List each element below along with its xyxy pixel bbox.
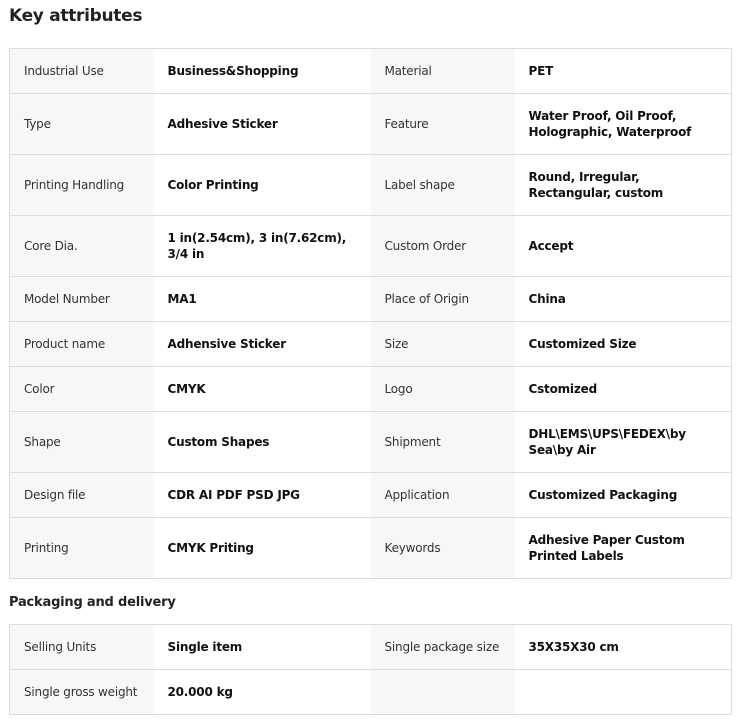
table-row: Type Adhesive Sticker Feature Water Proof, … — [9, 93, 732, 155]
attribute-value: Custom Shapes — [153, 411, 371, 473]
attribute-value: DHL\EMS\UPS\FEDEX\by Sea\by Air — [514, 411, 732, 473]
key-attributes-heading: Key attributes — [9, 6, 143, 26]
attribute-value: Customized Packaging — [514, 472, 732, 518]
attribute-value: Adhesive Paper Custom Printed Labels — [514, 517, 732, 579]
attribute-label: Shipment — [370, 411, 515, 473]
table-row: Design file CDR AI PDF PSD JPG Application… — [9, 472, 732, 518]
attribute-value: CMYK Priting — [153, 517, 371, 579]
attribute-label — [370, 669, 515, 715]
key-attributes-table: Industrial Use Business&Shopping Material P… — [9, 48, 732, 579]
attribute-label: Printing — [9, 517, 154, 579]
table-row: Selling Units Single item Single package s… — [9, 624, 732, 670]
attribute-value: Water Proof, Oil Proof, Holographic, Wat… — [514, 93, 732, 155]
attribute-value: Adhesive Sticker — [153, 93, 371, 155]
attribute-value: 20.000 kg — [153, 669, 371, 715]
attribute-value: CDR AI PDF PSD JPG — [153, 472, 371, 518]
attribute-label: Design file — [9, 472, 154, 518]
attribute-label: Feature — [370, 93, 515, 155]
attribute-label: Custom Order — [370, 215, 515, 277]
attribute-label: Label shape — [370, 154, 515, 216]
attribute-value: Business&Shopping — [153, 48, 371, 94]
table-row: Product name Adhensive Sticker Size Customi… — [9, 321, 732, 367]
attribute-label: Color — [9, 366, 154, 412]
attribute-value: Accept — [514, 215, 732, 277]
table-row: Printing CMYK Priting Keywords Adhesive Pap… — [9, 517, 732, 579]
attribute-label: Place of Origin — [370, 276, 515, 322]
attribute-label: Keywords — [370, 517, 515, 579]
attribute-label: Type — [9, 93, 154, 155]
table-row: Core Dia. 1 in(2.54cm), 3 in(7.62cm), 3/4… — [9, 215, 732, 277]
attribute-value: Color Printing — [153, 154, 371, 216]
attribute-label: Application — [370, 472, 515, 518]
attribute-label: Product name — [9, 321, 154, 367]
attribute-value: Cstomized — [514, 366, 732, 412]
attribute-label: Model Number — [9, 276, 154, 322]
attribute-label: Selling Units — [9, 624, 154, 670]
attribute-label: Industrial Use — [9, 48, 154, 94]
attribute-value — [514, 669, 732, 715]
attribute-label: Size — [370, 321, 515, 367]
attribute-value: Customized Size — [514, 321, 732, 367]
attribute-label: Printing Handling — [9, 154, 154, 216]
attribute-value: MA1 — [153, 276, 371, 322]
attribute-value: Adhensive Sticker — [153, 321, 371, 367]
packaging-delivery-table: Selling Units Single item Single package s… — [9, 624, 732, 715]
attribute-label: Shape — [9, 411, 154, 473]
attribute-label: Single package size — [370, 624, 515, 670]
attribute-value: Round, Irregular, Rectangular, custom — [514, 154, 732, 216]
table-row: Model Number MA1 Place of Origin China — [9, 276, 732, 322]
attribute-label: Material — [370, 48, 515, 94]
table-row: Shape Custom Shapes Shipment DHL\EMS\UPS\FE… — [9, 411, 732, 473]
table-row: Color CMYK Logo Cstomized — [9, 366, 732, 412]
table-row: Industrial Use Business&Shopping Material P… — [9, 48, 732, 94]
table-row: Single gross weight 20.000 kg — [9, 669, 732, 715]
attribute-value: PET — [514, 48, 732, 94]
attribute-label: Logo — [370, 366, 515, 412]
attribute-value: 1 in(2.54cm), 3 in(7.62cm), 3/4 in — [153, 215, 371, 277]
attribute-value: 35X35X30 cm — [514, 624, 732, 670]
attribute-value: CMYK — [153, 366, 371, 412]
packaging-delivery-heading: Packaging and delivery — [9, 595, 176, 610]
table-row: Printing Handling Color Printing Label sha… — [9, 154, 732, 216]
attribute-label: Core Dia. — [9, 215, 154, 277]
attribute-label: Single gross weight — [9, 669, 154, 715]
attribute-value: Single item — [153, 624, 371, 670]
attribute-value: China — [514, 276, 732, 322]
